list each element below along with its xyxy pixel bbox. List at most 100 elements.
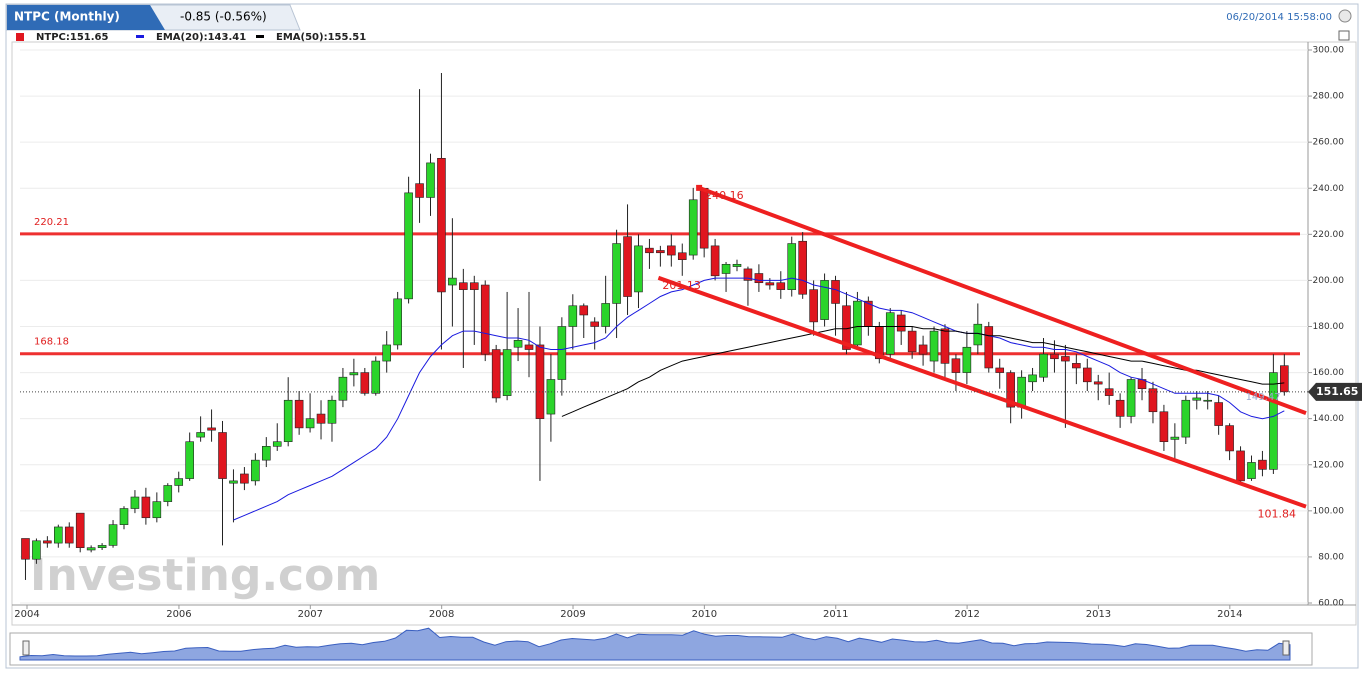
candle-body — [469, 282, 479, 290]
candle-body — [940, 328, 950, 364]
candle-body — [305, 418, 315, 429]
candle-body — [995, 367, 1005, 373]
candle-body — [404, 192, 413, 300]
candle-body — [1050, 353, 1059, 360]
candle-body — [426, 162, 435, 198]
trend-label: 240.16 — [705, 189, 744, 202]
candle-body — [984, 326, 994, 369]
candle-body — [86, 547, 96, 551]
candle-body — [579, 305, 589, 316]
candle-body — [480, 284, 490, 355]
candle-body — [776, 282, 786, 290]
candle-body — [1269, 372, 1278, 470]
annotation: 149.47 — [1246, 392, 1281, 403]
tab-title[interactable]: NTPC (Monthly) — [14, 10, 120, 24]
candle-body — [896, 314, 906, 332]
candle-body — [163, 485, 173, 502]
candle-body — [316, 413, 326, 424]
tab[interactable] — [7, 5, 165, 30]
candle-body — [1115, 399, 1125, 417]
candle-body — [1192, 397, 1202, 401]
x-tick-label: 2009 — [560, 609, 585, 620]
navigator[interactable] — [9, 627, 1313, 666]
candle-body — [962, 346, 972, 373]
candle-body — [524, 344, 534, 350]
candle-body — [601, 303, 610, 327]
candle-body — [174, 478, 184, 486]
candle-body — [349, 372, 359, 376]
candle-body — [787, 243, 797, 290]
candle-body — [119, 508, 129, 525]
candle-body — [1006, 372, 1015, 408]
candle-body — [207, 427, 216, 431]
y-tick-label: 220.00 — [1313, 230, 1345, 240]
navigator-handle[interactable] — [22, 640, 30, 656]
candle-body — [54, 526, 63, 544]
ema-line — [233, 277, 1285, 521]
candle-body — [1039, 353, 1048, 378]
candle-body — [97, 545, 107, 548]
candle-body — [1017, 376, 1026, 408]
candle-body — [1236, 450, 1245, 482]
x-tick-label: 2014 — [1217, 609, 1242, 620]
close-button[interactable] — [1338, 9, 1352, 23]
candle-body — [535, 344, 545, 419]
watermark: Investing.com — [30, 550, 380, 601]
y-tick-label: 100.00 — [1313, 506, 1345, 516]
trend-line — [698, 186, 1307, 416]
navigator-area — [19, 627, 1291, 661]
candle-body — [634, 245, 643, 293]
x-tick-label: 2004 — [14, 609, 39, 620]
candle-body — [185, 441, 194, 479]
candle-body — [1214, 402, 1223, 426]
candle-body — [809, 289, 818, 323]
candle-body — [513, 340, 523, 348]
plot-frame — [11, 41, 1357, 626]
candle-body — [1028, 374, 1037, 383]
y-tick-label: 200.00 — [1313, 276, 1345, 286]
candle-body — [459, 282, 468, 290]
y-tick-label: 120.00 — [1313, 460, 1345, 470]
candle-body — [393, 298, 402, 346]
legend-label: EMA(50):155.51 — [276, 32, 366, 43]
candle-body — [688, 199, 698, 256]
candle-body — [831, 280, 840, 304]
candle-body — [612, 243, 621, 304]
minimize-button[interactable] — [1338, 30, 1350, 41]
candle-body — [732, 263, 742, 267]
x-tick-label: 2008 — [429, 609, 454, 620]
candle-body — [272, 441, 282, 447]
candle-body — [283, 399, 293, 443]
candle-body — [43, 540, 52, 544]
candle-body — [327, 399, 337, 424]
candle-body — [798, 240, 807, 295]
candle-body — [710, 245, 720, 277]
candle-body — [1061, 356, 1070, 362]
candle-body — [1159, 411, 1169, 443]
x-tick-label: 2006 — [166, 609, 191, 620]
level-label: 220.21 — [34, 217, 69, 228]
candle-body — [951, 358, 961, 373]
candle-body — [437, 157, 446, 293]
candle-body — [973, 323, 983, 346]
candle-body — [108, 524, 118, 546]
candle-body — [32, 540, 41, 560]
y-tick-label: 180.00 — [1313, 322, 1345, 332]
candle-body — [1181, 399, 1191, 438]
candle-body — [448, 277, 457, 286]
candle-body — [251, 459, 260, 482]
candle-body — [568, 305, 578, 327]
y-tick-label: 260.00 — [1313, 138, 1345, 148]
candle-body — [853, 300, 862, 346]
candle-body — [1093, 381, 1103, 385]
price-tag-label: 151.65 — [1316, 385, 1358, 398]
candle-body — [765, 282, 775, 286]
candle-body — [754, 273, 764, 284]
candle-body — [557, 326, 567, 380]
candle-body — [64, 526, 74, 544]
candle-body — [21, 538, 30, 560]
candle-body — [502, 349, 512, 396]
candle-body — [152, 501, 162, 519]
navigator-handle[interactable] — [1282, 640, 1290, 656]
